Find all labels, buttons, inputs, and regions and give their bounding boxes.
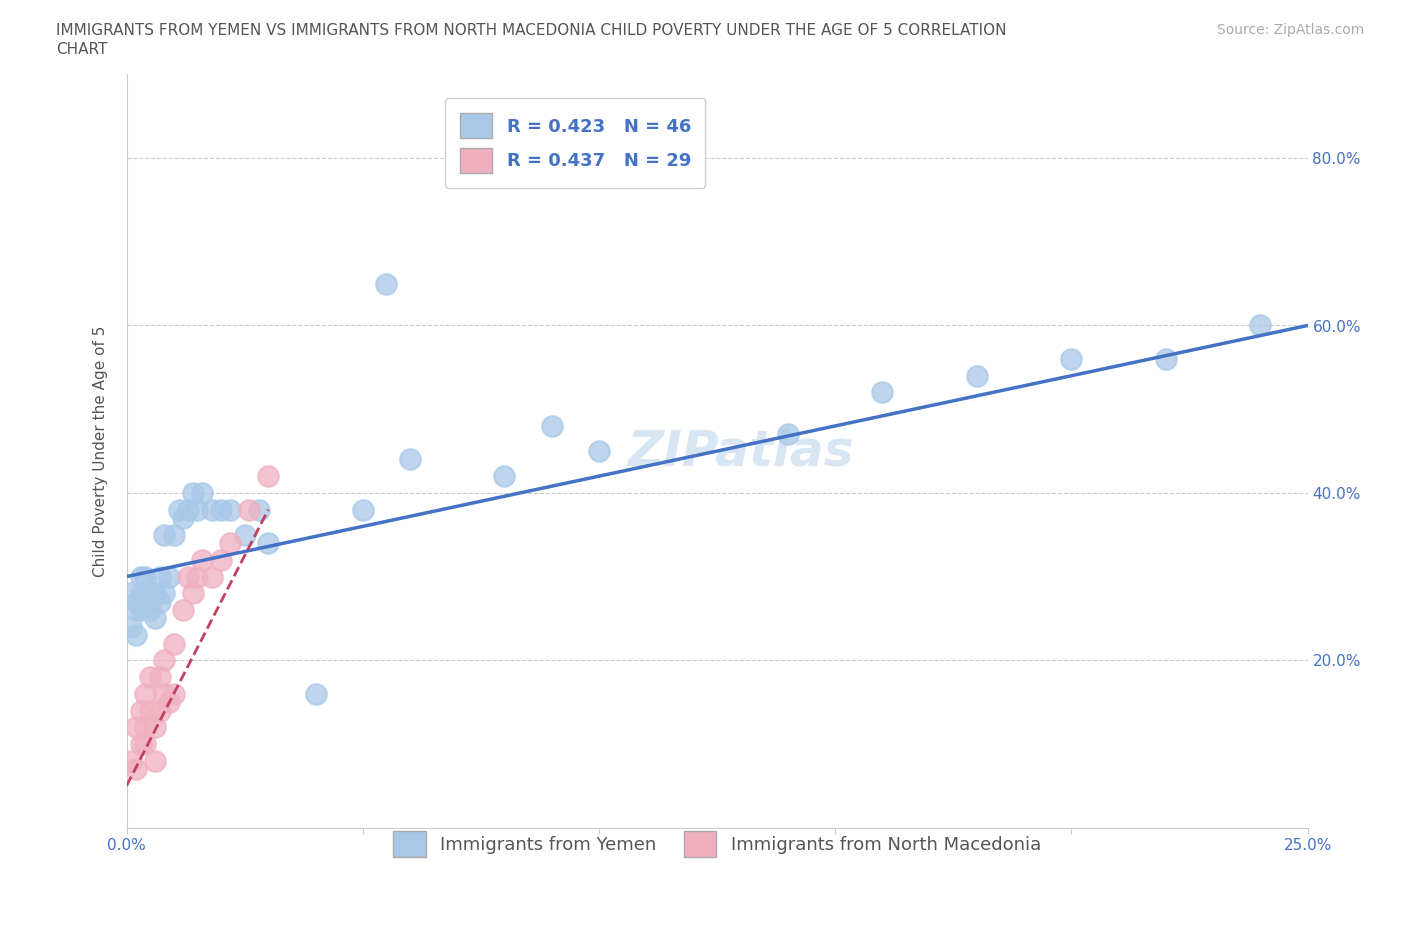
Point (134, 686, 156, 701)
Point (177, 502, 200, 517)
Point (143, 753, 166, 768)
Point (143, 611, 166, 626)
Text: IMMIGRANTS FROM YEMEN VS IMMIGRANTS FROM NORTH MACEDONIA CHILD POVERTY UNDER THE: IMMIGRANTS FROM YEMEN VS IMMIGRANTS FROM… (56, 23, 1007, 38)
Point (134, 737, 156, 751)
Point (219, 502, 242, 517)
Point (200, 502, 222, 517)
Point (153, 586, 176, 601)
Point (186, 502, 208, 517)
Point (149, 703, 172, 718)
Point (139, 586, 162, 601)
Point (191, 552, 214, 567)
Point (352, 502, 374, 517)
Point (163, 636, 186, 651)
Point (139, 594, 162, 609)
Point (120, 619, 142, 634)
Point (153, 653, 176, 668)
Text: CHART: CHART (56, 42, 108, 57)
Point (129, 737, 152, 751)
Point (163, 686, 186, 701)
Point (129, 703, 152, 718)
Point (149, 594, 172, 609)
Point (129, 586, 152, 601)
Point (304, 686, 326, 701)
Point (186, 569, 208, 584)
Point (163, 527, 186, 542)
Point (200, 569, 222, 584)
Point (1249, 318, 1271, 333)
Point (776, 427, 799, 442)
Point (129, 569, 152, 584)
Point (120, 753, 142, 768)
Point (177, 569, 200, 584)
Text: ZIPatlas: ZIPatlas (627, 427, 853, 475)
Legend: Immigrants from Yemen, Immigrants from North Macedonia: Immigrants from Yemen, Immigrants from N… (378, 817, 1056, 871)
Point (181, 586, 204, 601)
Point (125, 762, 148, 777)
Point (143, 720, 166, 735)
Point (233, 527, 256, 542)
Point (157, 569, 180, 584)
Point (129, 603, 152, 618)
Point (257, 536, 280, 551)
Point (125, 603, 148, 618)
Point (139, 603, 162, 618)
Point (172, 603, 194, 618)
Point (167, 502, 190, 517)
Point (375, 276, 398, 291)
Y-axis label: Child Poverty Under the Age of 5: Child Poverty Under the Age of 5 (93, 326, 108, 577)
Point (134, 569, 156, 584)
Point (134, 594, 156, 609)
Point (588, 444, 610, 458)
Point (134, 720, 156, 735)
Point (209, 552, 232, 567)
Point (157, 695, 180, 710)
Point (143, 586, 166, 601)
Point (494, 469, 516, 484)
Point (1154, 352, 1177, 366)
Point (191, 485, 214, 500)
Point (966, 368, 988, 383)
Point (1060, 352, 1083, 366)
Point (125, 628, 148, 643)
Point (172, 511, 194, 525)
Point (399, 452, 422, 467)
Point (238, 502, 260, 517)
Point (120, 586, 142, 601)
Point (125, 594, 148, 609)
Point (540, 418, 562, 433)
Point (872, 385, 894, 400)
Point (181, 485, 204, 500)
Point (139, 703, 162, 718)
Point (219, 536, 242, 551)
Point (209, 502, 232, 517)
Text: Source: ZipAtlas.com: Source: ZipAtlas.com (1216, 23, 1364, 37)
Point (153, 527, 176, 542)
Point (149, 670, 172, 684)
Point (153, 686, 176, 701)
Point (247, 502, 270, 517)
Point (125, 720, 148, 735)
Point (139, 670, 162, 684)
Point (149, 569, 172, 584)
Point (257, 469, 280, 484)
